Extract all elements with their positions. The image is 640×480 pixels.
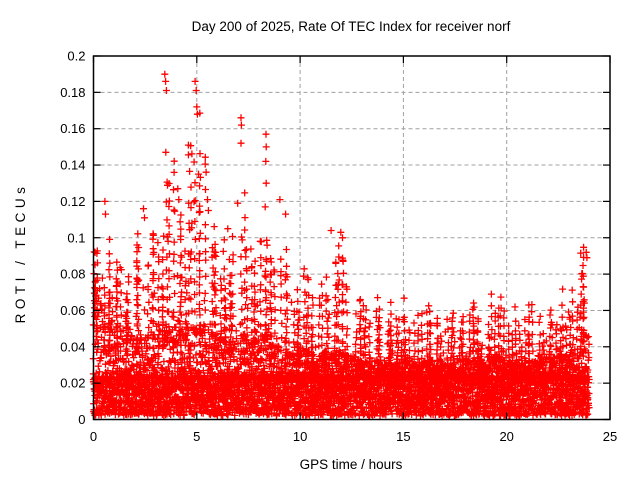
- y-axis-label: ROTI / TECUs: [13, 183, 28, 324]
- x-axis-label: GPS time / hours: [300, 457, 403, 472]
- y-tick-label: 0.2: [67, 49, 85, 64]
- x-tick-label: 15: [396, 429, 410, 444]
- y-tick-label: 0.14: [60, 158, 85, 173]
- y-tick-label: 0.06: [60, 303, 85, 318]
- y-tick-label: 0.04: [60, 339, 85, 354]
- y-tick-label: 0.16: [60, 121, 85, 136]
- y-tick-label: 0.1: [67, 230, 85, 245]
- x-tick-label: 10: [293, 429, 307, 444]
- y-tick-label: 0.08: [60, 267, 85, 282]
- scatter-points: [89, 70, 593, 420]
- x-tick-label: 20: [499, 429, 513, 444]
- plot-frame: [92, 55, 611, 421]
- y-tick-label: 0.02: [60, 376, 85, 391]
- tick-labels: 0 0.02 0.04 0.06 0.08 0.1 0.12 0.14 0.16 0.18 0.2 0…: [60, 49, 617, 445]
- y-tick-label: 0.12: [60, 194, 85, 209]
- x-tick-label: 5: [193, 429, 200, 444]
- x-tick-label: 0: [90, 429, 97, 444]
- chart-title: Day 200 of 2025, Rate Of TEC Index for r…: [192, 19, 511, 34]
- y-tick-label: 0.18: [60, 85, 85, 100]
- x-tick-label: 25: [603, 429, 617, 444]
- tick-marks: [92, 55, 611, 421]
- y-tick-label: 0: [78, 412, 85, 427]
